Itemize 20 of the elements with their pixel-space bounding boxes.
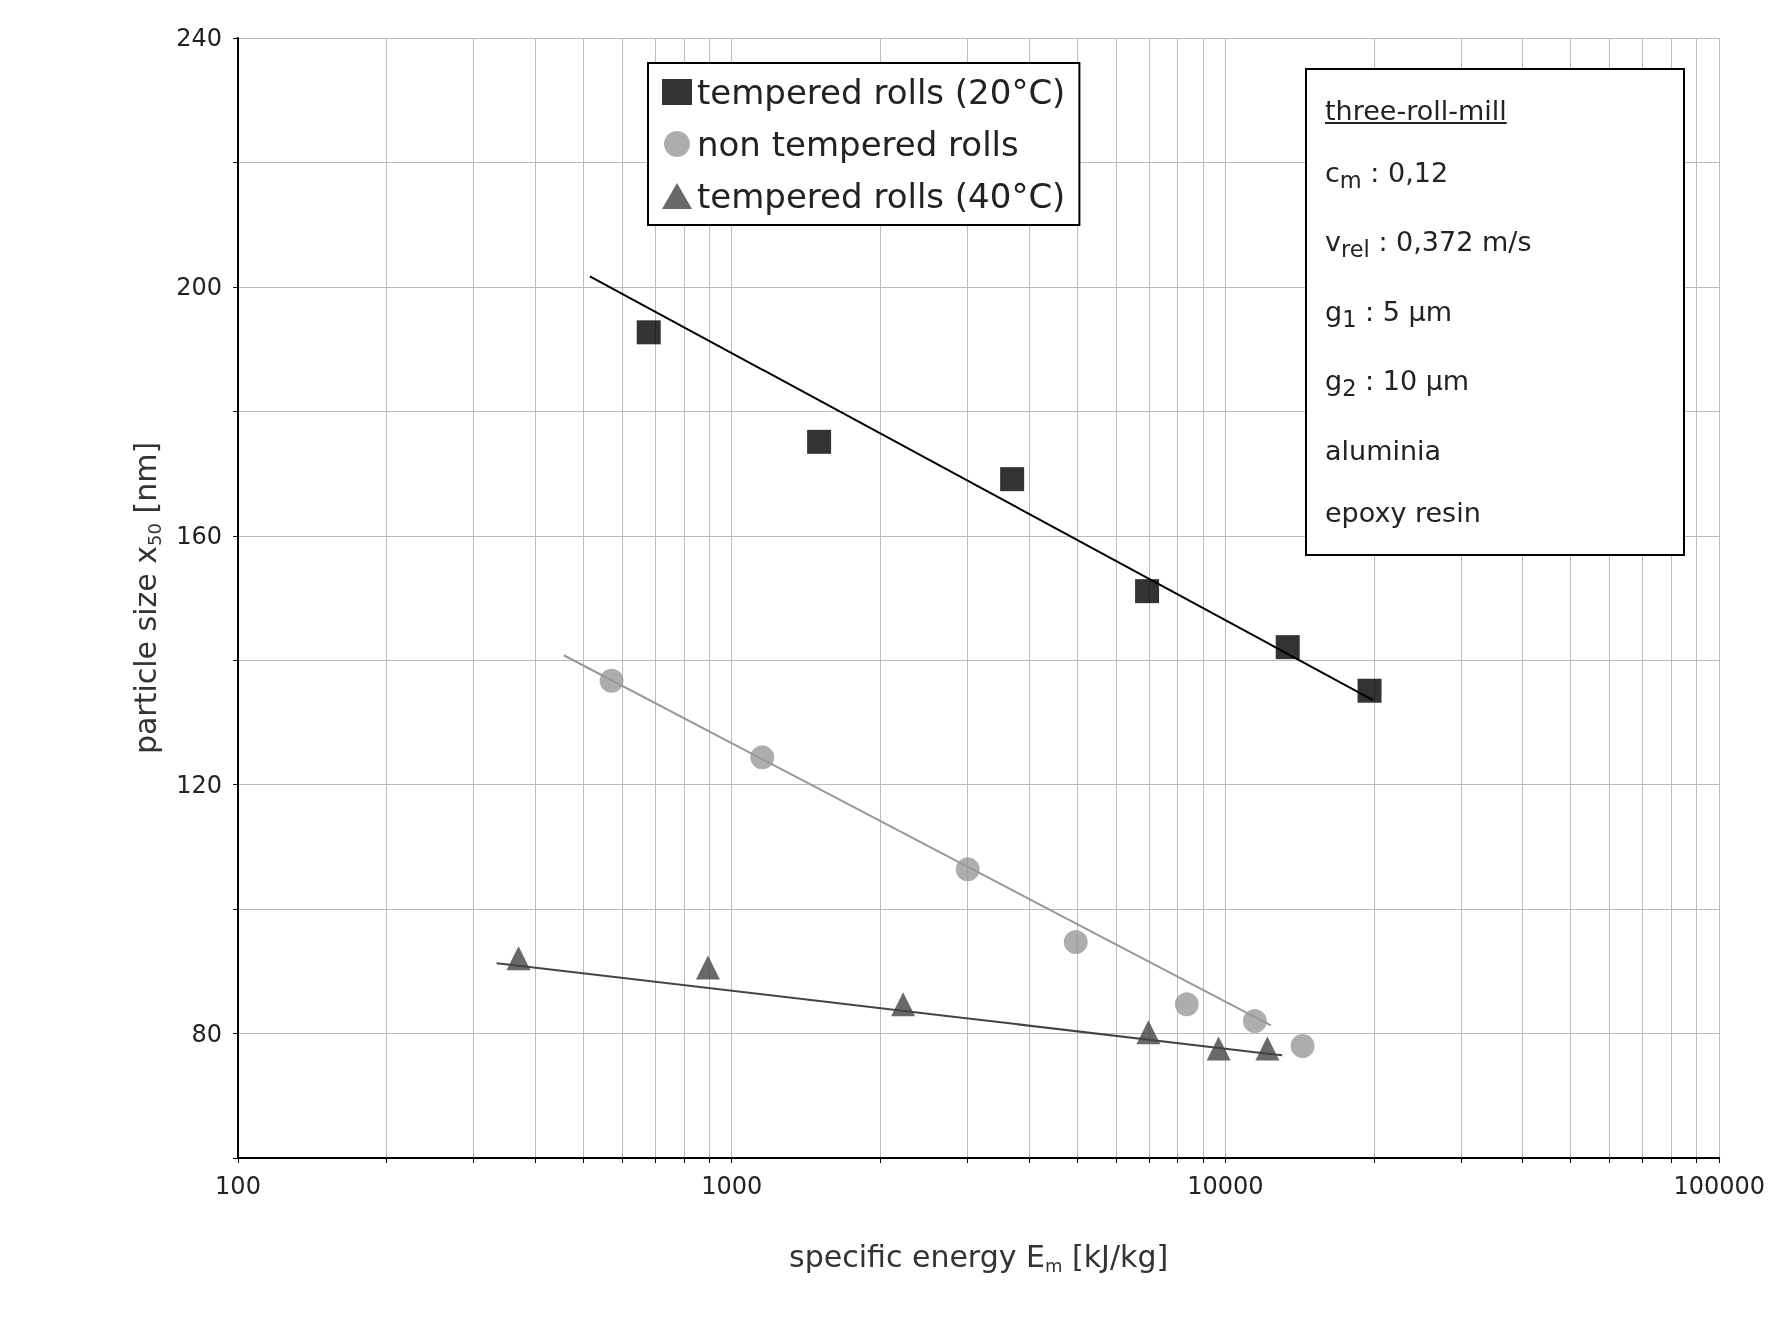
annotation: aluminia [1325,433,1443,468]
annotation: v$_{rel}$ : 0,372 m/s [1325,225,1533,265]
y-tick-label: 80 [191,1019,222,1048]
annotation: c$_{m}$ : 0,12 [1325,156,1450,196]
legend-label: tempered rolls (40°C) [697,176,1066,216]
x-tick-label: 1000 [701,1172,763,1200]
annotation: g$_{2}$ : 10 µm [1325,364,1471,404]
y-tick-label: 240 [176,24,222,52]
x-tick-label: 100000 [1673,1172,1765,1200]
y-tick-label: 200 [176,272,222,301]
legend-label: non tempered rolls [697,124,1019,164]
y-tick-label: 120 [176,770,222,799]
annotation: three-roll-mill [1325,94,1508,128]
annotation: epoxy resin [1325,495,1482,530]
x-tick-label: 10000 [1187,1172,1264,1200]
annotation: g$_{1}$ : 5 µm [1325,294,1453,335]
y-tick-label: 160 [176,521,222,550]
x-tick-label: 100 [215,1172,261,1200]
legend-label: tempered rolls (20°C) [697,72,1066,112]
y-axis-title: particle size x50 [nm] [127,441,165,755]
